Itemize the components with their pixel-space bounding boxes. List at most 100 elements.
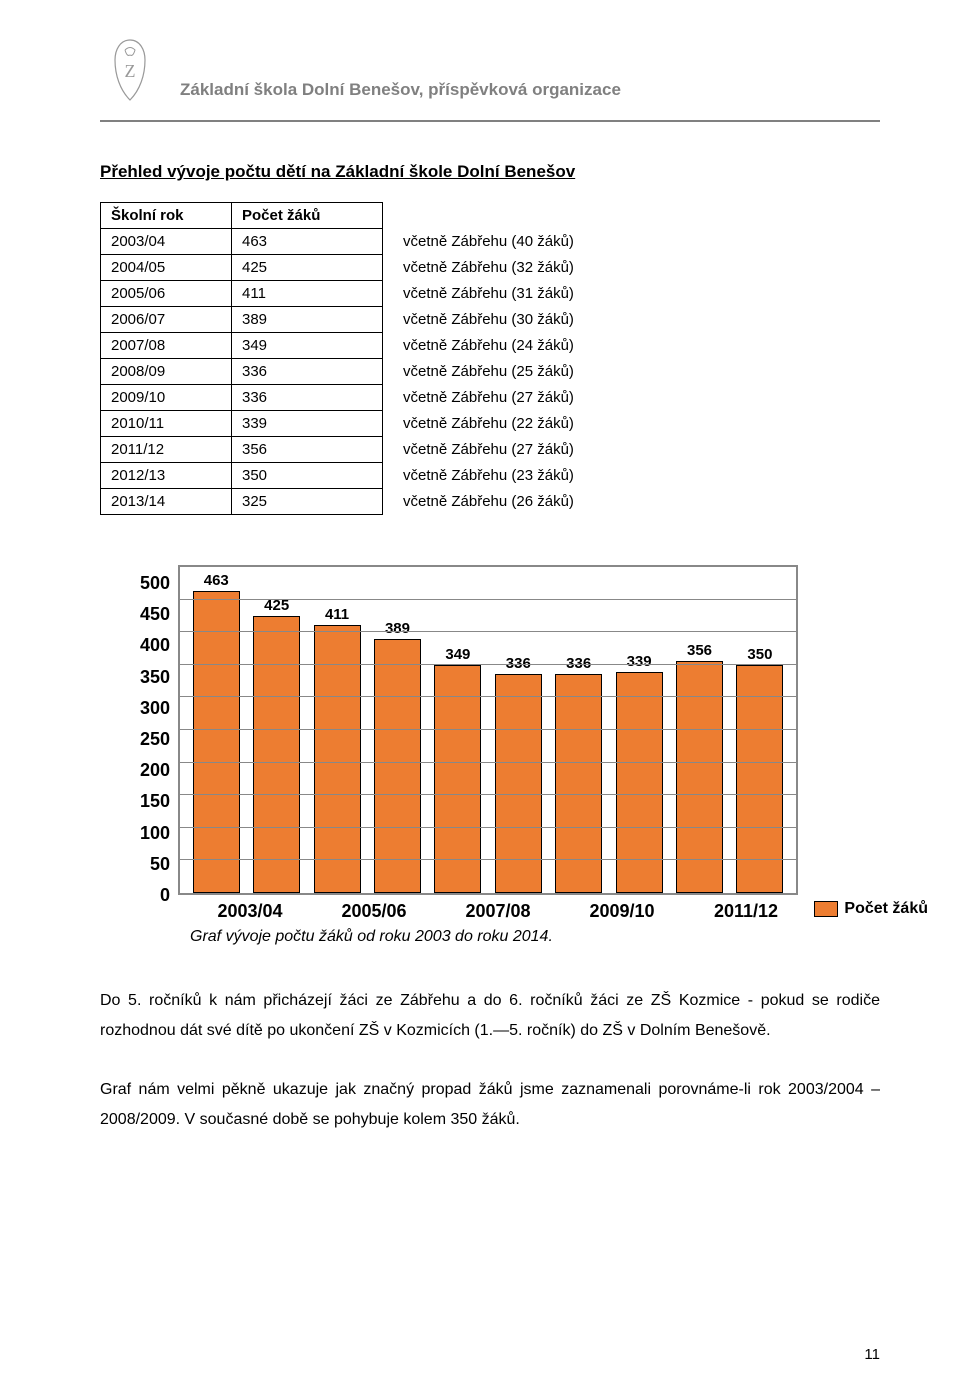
y-tick-label: 500: [140, 574, 170, 592]
x-tick-label: 2005/06: [312, 901, 436, 922]
table-row: 2010/11339včetně Zábřehu (22 žáků): [101, 411, 585, 437]
bar: [193, 591, 240, 893]
cell-year: 2013/14: [101, 489, 232, 515]
y-tick-label: 450: [140, 605, 170, 623]
paragraph-2: Graf nám velmi pěkně ukazuje jak značný …: [100, 1075, 880, 1136]
students-bar-chart: 050100150200250300350400450500 463425411…: [140, 565, 880, 918]
grid-line: [180, 631, 796, 632]
x-tick-label: 2007/08: [436, 901, 560, 922]
table-row: 2004/05425včetně Zábřehu (32 žáků): [101, 255, 585, 281]
section-title: Přehled vývoje počtu dětí na Základní šk…: [100, 162, 880, 182]
grid-line: [180, 664, 796, 665]
cell-note: včetně Zábřehu (25 žáků): [383, 359, 585, 385]
cell-note: včetně Zábřehu (31 žáků): [383, 281, 585, 307]
cell-year: 2009/10: [101, 385, 232, 411]
table-row: 2011/12356včetně Zábřehu (27 žáků): [101, 437, 585, 463]
cell-note: včetně Zábřehu (26 žáků): [383, 489, 585, 515]
grid-line: [180, 729, 796, 730]
x-tick-label: 2003/04: [188, 901, 312, 922]
col-header-count: Počet žáků: [232, 203, 383, 229]
bar-slot: 336: [488, 567, 548, 893]
y-tick-label: 200: [140, 761, 170, 779]
grid-line: [180, 827, 796, 828]
cell-note: včetně Zábřehu (27 žáků): [383, 385, 585, 411]
table-header-row: Školní rok Počet žáků: [101, 203, 585, 229]
bar-slot: 336: [548, 567, 608, 893]
y-tick-label: 350: [140, 668, 170, 686]
y-tick-label: 400: [140, 636, 170, 654]
cell-count: 463: [232, 229, 383, 255]
table-row: 2007/08349včetně Zábřehu (24 žáků): [101, 333, 585, 359]
cell-note: včetně Zábřehu (30 žáků): [383, 307, 585, 333]
chart-y-axis: 050100150200250300350400450500: [140, 565, 178, 895]
cell-note: včetně Zábřehu (32 žáků): [383, 255, 585, 281]
paragraph-1: Do 5. ročníků k nám přicházejí žáci ze Z…: [100, 986, 880, 1047]
cell-year: 2003/04: [101, 229, 232, 255]
table-row: 2005/06411včetně Zábřehu (31 žáků): [101, 281, 585, 307]
school-logo-icon: Z: [100, 30, 160, 110]
table-row: 2012/13350včetně Zábřehu (23 žáků): [101, 463, 585, 489]
header-rule: [100, 120, 880, 122]
cell-count: 389: [232, 307, 383, 333]
legend-label: Počet žáků: [844, 900, 928, 918]
bar-slot: 339: [609, 567, 669, 893]
cell-year: 2011/12: [101, 437, 232, 463]
cell-count: 356: [232, 437, 383, 463]
grid-line: [180, 696, 796, 697]
page-number: 11: [864, 1346, 880, 1363]
bar: [374, 639, 421, 893]
cell-note: včetně Zábřehu (27 žáků): [383, 437, 585, 463]
cell-count: 425: [232, 255, 383, 281]
bar-slot: 425: [246, 567, 306, 893]
cell-count: 336: [232, 385, 383, 411]
bar-slot: 350: [730, 567, 790, 893]
cell-year: 2010/11: [101, 411, 232, 437]
cell-year: 2008/09: [101, 359, 232, 385]
grid-line: [180, 599, 796, 600]
grid-line: [180, 859, 796, 860]
bar-value-label: 350: [747, 646, 772, 663]
bar-value-label: 356: [687, 642, 712, 659]
cell-note: včetně Zábřehu (24 žáků): [383, 333, 585, 359]
table-row: 2003/04463včetně Zábřehu (40 žáků): [101, 229, 585, 255]
x-tick-label: 2009/10: [560, 901, 684, 922]
bar-slot: 411: [307, 567, 367, 893]
bar: [314, 625, 361, 893]
page-header: Z Základní škola Dolní Benešov, příspěvk…: [100, 30, 880, 110]
cell-year: 2007/08: [101, 333, 232, 359]
cell-count: 336: [232, 359, 383, 385]
col-header-year: Školní rok: [101, 203, 232, 229]
cell-count: 411: [232, 281, 383, 307]
cell-note: včetně Zábřehu (40 žáků): [383, 229, 585, 255]
table-row: 2006/07389včetně Zábřehu (30 žáků): [101, 307, 585, 333]
bar-slot: 349: [428, 567, 488, 893]
chart-legend: Počet žáků: [814, 900, 928, 918]
grid-line: [180, 794, 796, 795]
svg-text:Z: Z: [125, 61, 136, 81]
bar-value-label: 389: [385, 620, 410, 637]
bar-value-label: 349: [445, 646, 470, 663]
table-row: 2008/09336včetně Zábřehu (25 žáků): [101, 359, 585, 385]
bar-value-label: 463: [204, 572, 229, 589]
org-title: Základní škola Dolní Benešov, příspěvkov…: [180, 80, 621, 110]
y-tick-label: 150: [140, 792, 170, 810]
x-tick-label: 2011/12: [684, 901, 808, 922]
cell-year: 2004/05: [101, 255, 232, 281]
cell-year: 2005/06: [101, 281, 232, 307]
y-tick-label: 0: [140, 886, 170, 904]
chart-plot-area: 463 425 411 389 349 336336 339 356 350: [178, 565, 798, 895]
bar-slot: 389: [367, 567, 427, 893]
bar: [253, 616, 300, 893]
y-tick-label: 50: [140, 855, 170, 873]
bar-value-label: 339: [627, 653, 652, 670]
bar-value-label: 411: [325, 606, 349, 623]
legend-swatch-icon: [814, 901, 838, 917]
grid-line: [180, 762, 796, 763]
cell-count: 349: [232, 333, 383, 359]
bar-slot: 463: [186, 567, 246, 893]
y-tick-label: 250: [140, 730, 170, 748]
y-tick-label: 300: [140, 699, 170, 717]
cell-note: včetně Zábřehu (22 žáků): [383, 411, 585, 437]
cell-count: 339: [232, 411, 383, 437]
cell-count: 350: [232, 463, 383, 489]
